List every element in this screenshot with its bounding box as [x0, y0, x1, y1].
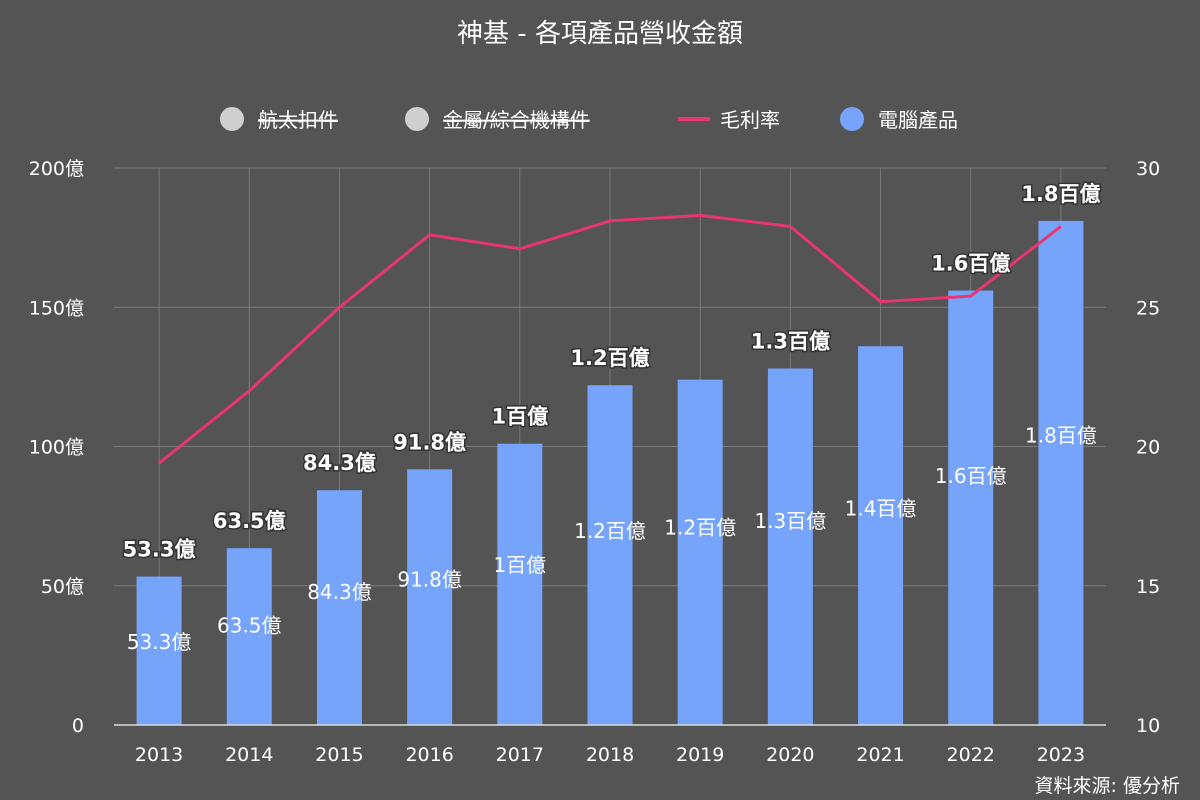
bar[interactable] — [858, 346, 904, 725]
legend-label: 航太扣件 — [258, 108, 338, 132]
x-tick-label: 2021 — [856, 744, 904, 766]
bar[interactable] — [767, 368, 813, 725]
y-right-tick-label: 25 — [1136, 297, 1160, 319]
bar-value-label: 84.3億 — [307, 580, 372, 604]
y-left-tick-label: 150億 — [29, 297, 84, 319]
bar-top-value-label: 84.3億 — [303, 451, 376, 475]
legend-circle-icon — [220, 107, 244, 131]
y-right-tick-label: 15 — [1136, 576, 1160, 598]
legend[interactable]: 航太扣件 金屬/綜合機構件 毛利率 電腦產品 — [220, 107, 958, 132]
x-tick-label: 2022 — [947, 744, 995, 766]
bar-value-label: 1.2百億 — [664, 516, 736, 540]
legend-item-2[interactable]: 金屬/綜合機構件 — [405, 107, 590, 132]
bar-series — [136, 220, 1084, 726]
bar-top-value-label: 1.2百億 — [570, 346, 649, 370]
y-left-tick-label: 200億 — [29, 158, 84, 180]
bar[interactable] — [1038, 220, 1084, 726]
bar-value-label: 53.3億 — [127, 630, 192, 654]
y-left-tick-label: 100億 — [29, 437, 84, 459]
bar-value-label: 1.6百億 — [935, 464, 1007, 488]
x-tick-label: 2015 — [315, 744, 363, 766]
x-tick-label: 2018 — [586, 744, 634, 766]
bar[interactable] — [497, 443, 543, 725]
x-tick-label: 2019 — [676, 744, 724, 766]
legend-label: 金屬/綜合機構件 — [443, 108, 590, 132]
bar-value-label: 63.5億 — [217, 613, 282, 637]
bar-value-label: 1.3百億 — [754, 509, 826, 533]
legend-label: 毛利率 — [720, 108, 780, 132]
bar-top-value-label: 53.3億 — [123, 538, 196, 562]
bar-value-label: 91.8億 — [397, 568, 462, 592]
bar-top-value-label: 91.8億 — [393, 430, 466, 454]
y-left-tick-label: 50億 — [41, 576, 84, 598]
bar[interactable] — [316, 490, 362, 725]
legend-circle-icon — [405, 107, 429, 131]
bar[interactable] — [677, 379, 723, 725]
bar-top-value-label: 63.5億 — [213, 509, 286, 533]
legend-item-3[interactable]: 毛利率 — [678, 108, 780, 132]
source-note: 資料來源: 優分析 — [1035, 775, 1180, 797]
bar-top-value-label: 1.3百億 — [751, 330, 830, 354]
x-tick-label: 2013 — [135, 744, 183, 766]
bar-value-label: 1.8百億 — [1025, 424, 1097, 448]
bar-value-label: 1.4百億 — [845, 496, 917, 520]
legend-label: 電腦產品 — [878, 108, 958, 132]
y-right-tick-label: 30 — [1136, 158, 1160, 180]
chart-title: 神基 - 各項產品營收金額 — [457, 19, 743, 49]
x-tick-label: 2016 — [405, 744, 453, 766]
bar[interactable] — [587, 385, 633, 725]
x-tick-label: 2023 — [1037, 744, 1085, 766]
y-right-tick-label: 20 — [1136, 437, 1160, 459]
y-left-tick-label: 0 — [72, 715, 84, 737]
bar[interactable] — [136, 576, 182, 725]
axes: 0 50億 100億 150億 200億 10 15 20 25 30 2013 2014 2015 20… — [29, 158, 1160, 766]
bar-top-value-label: 1.8百億 — [1021, 182, 1100, 206]
legend-circle-icon — [840, 107, 864, 131]
y-right-tick-label: 10 — [1136, 715, 1160, 737]
bar-value-label: 1百億 — [493, 553, 546, 577]
bar-value-label: 1.2百億 — [574, 519, 646, 543]
bar[interactable] — [948, 290, 994, 725]
line-series — [158, 213, 1062, 465]
bar-top-value-label: 1百億 — [492, 405, 549, 429]
bar[interactable] — [226, 548, 272, 725]
x-tick-label: 2014 — [225, 744, 273, 766]
legend-item-1[interactable]: 航太扣件 — [220, 107, 338, 132]
legend-item-4[interactable]: 電腦產品 — [840, 107, 958, 132]
data-labels: 53.3億 63.5億 84.3億 91.8億 1百億 1.2百億 1.2百億 1.3百億 1.… — [121, 180, 1102, 654]
bar-top-value-label: 1.6百億 — [931, 252, 1010, 276]
x-tick-label: 2017 — [496, 744, 544, 766]
x-tick-label: 2020 — [766, 744, 814, 766]
bar[interactable] — [407, 469, 453, 725]
